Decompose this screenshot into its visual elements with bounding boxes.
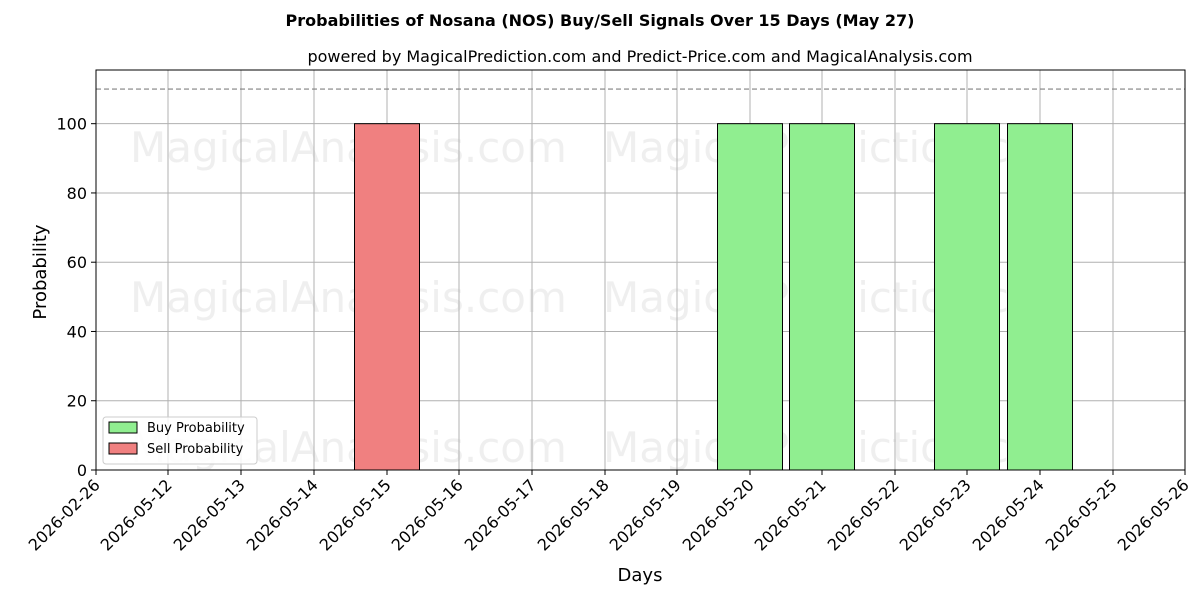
y-axis-label: Probability — [30, 224, 51, 319]
buy-bar — [717, 123, 783, 471]
chart-title: Probabilities of Nosana (NOS) Buy/Sell S… — [286, 11, 915, 30]
y-tick-label: 40 — [67, 322, 87, 341]
watermark-text: MagicalAnalysis.com — [130, 123, 567, 172]
sell-bar — [354, 123, 420, 471]
buy-bar — [1007, 123, 1073, 471]
y-tick-label: 0 — [77, 461, 87, 480]
chart-subtitle: powered by MagicalPrediction.com and Pre… — [307, 47, 972, 66]
legend-box — [102, 416, 258, 465]
legend-swatch — [108, 442, 138, 455]
y-tick-label: 80 — [67, 184, 87, 203]
legend: Buy Probability Sell Probability — [102, 416, 258, 465]
y-tick-label: 20 — [67, 392, 87, 411]
axes — [95, 69, 1186, 471]
legend-label: Buy Probability — [147, 421, 245, 436]
y-ticks: 0 20 40 60 80 100 — [56, 115, 96, 480]
legend-swatch — [108, 421, 138, 434]
y-tick-label: 60 — [67, 253, 87, 272]
bars — [354, 123, 1073, 471]
buy-bar — [934, 123, 1000, 471]
watermark-text: MagicalAnalysis.com — [130, 273, 567, 322]
plot-frame — [95, 69, 1186, 471]
x-axis-label: Days — [618, 565, 663, 586]
buy-bar — [789, 123, 855, 471]
y-tick-label: 100 — [56, 115, 87, 134]
legend-label: Sell Probability — [147, 442, 244, 457]
